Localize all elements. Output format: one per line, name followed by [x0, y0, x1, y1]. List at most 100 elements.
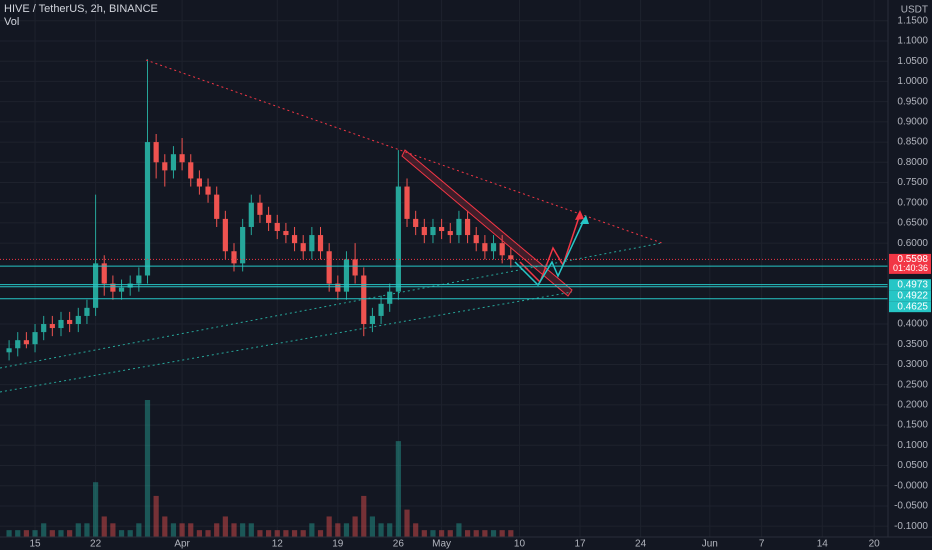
- candle-body: [75, 315, 81, 325]
- arrow-head: [580, 215, 589, 224]
- volume-bar: [136, 523, 142, 537]
- volume-bar: [439, 530, 445, 537]
- y-tick-label: 0.6500: [897, 218, 928, 229]
- candle-body: [378, 303, 384, 316]
- candle-body: [84, 307, 90, 316]
- candle-body: [473, 235, 479, 244]
- volume-bar: [482, 530, 488, 537]
- volume-bar: [248, 523, 254, 537]
- volume-bar: [32, 530, 38, 537]
- candle-body: [317, 235, 324, 252]
- volume-pane: [6, 400, 514, 537]
- volume-bar: [49, 530, 55, 537]
- x-tick-label: Apr: [174, 539, 190, 550]
- candle-body: [153, 142, 159, 163]
- candle-body: [222, 218, 228, 252]
- x-tick-label: 26: [393, 539, 405, 550]
- y-tick-label: 1.0000: [897, 76, 928, 87]
- level-label: 0.4922: [897, 290, 928, 301]
- candle-body: [136, 275, 142, 284]
- candle-body: [499, 243, 505, 256]
- last-price-box: [889, 253, 931, 274]
- candle-body: [447, 231, 453, 236]
- candle-body: [490, 243, 497, 252]
- volume-bar: [430, 530, 436, 537]
- volume-bar: [188, 523, 194, 537]
- candle-body: [439, 226, 445, 232]
- x-tick-label: 14: [817, 539, 829, 550]
- candle-body: [49, 324, 55, 329]
- level-label-box: [889, 301, 931, 313]
- y-tick-label: -0.0000: [894, 480, 928, 491]
- volume-bar: [473, 530, 479, 537]
- candle-body: [214, 194, 220, 219]
- volume-bar: [58, 530, 64, 537]
- axes: 1.1500 1.1000 1.0500 1.0000 0.9500 0.9000 0.85…: [29, 15, 931, 550]
- y-tick-label: 1.0500: [897, 56, 928, 67]
- volume-bar: [508, 530, 514, 537]
- down-channel: [401, 149, 573, 297]
- volume-bar: [214, 523, 220, 537]
- volume-bar: [101, 516, 107, 537]
- candle-body: [248, 202, 254, 227]
- volume-bar: [378, 523, 384, 537]
- candle-body: [369, 315, 376, 325]
- drawings: [0, 59, 663, 393]
- candle-body: [15, 340, 21, 349]
- candle-body: [92, 263, 99, 308]
- volume-bar: [387, 523, 393, 537]
- candle-body: [508, 255, 514, 260]
- y-tick-label: 0.8500: [897, 137, 928, 148]
- candle-body: [41, 324, 47, 333]
- candle-body: [266, 214, 272, 223]
- candle-body: [32, 332, 38, 345]
- volume-bar: [6, 530, 12, 537]
- y-tick-label: -0.0500: [894, 501, 928, 512]
- volume-bar: [309, 523, 315, 537]
- level-label: 0.4973: [897, 279, 928, 290]
- volume-bar: [361, 495, 367, 537]
- volume-bar: [222, 516, 228, 537]
- x-tick-label: Jun: [702, 539, 718, 550]
- volume-bar: [41, 523, 47, 537]
- x-tick-label: 12: [272, 539, 284, 550]
- y-tick-label: 0.3500: [897, 339, 928, 350]
- volume-bar: [170, 523, 177, 537]
- candle-body: [58, 319, 64, 329]
- volume-bar: [110, 523, 116, 537]
- level-label: 0.4625: [897, 301, 928, 312]
- bull-arrow: [519, 213, 581, 284]
- bull-arrow: [514, 219, 585, 287]
- volume-bar: [326, 516, 332, 537]
- volume-bar: [404, 509, 410, 537]
- volume-bar: [205, 530, 211, 537]
- y-tick-label: 0.4000: [897, 319, 928, 330]
- volume-bar: [179, 523, 185, 537]
- candle-body: [404, 186, 410, 219]
- volume-bar: [92, 482, 99, 537]
- candle-body: [179, 154, 185, 163]
- y-tick-label: 0.1500: [897, 420, 928, 431]
- volume-bar: [231, 523, 237, 537]
- candle-body: [274, 222, 280, 232]
- volume-bar: [300, 530, 306, 537]
- arrow-head: [575, 210, 584, 220]
- volume-bar: [343, 523, 350, 537]
- candle-body: [482, 243, 488, 252]
- candle-body: [196, 178, 202, 187]
- volume-bar: [162, 516, 168, 537]
- volume-bar: [369, 516, 376, 537]
- candle-body: [170, 154, 177, 171]
- candle-body: [110, 283, 116, 292]
- candle-body: [300, 243, 306, 252]
- candle-body: [352, 259, 358, 276]
- candle-body: [101, 263, 107, 284]
- candle-body: [6, 348, 12, 353]
- volume-bar: [499, 530, 505, 537]
- support-line: [0, 291, 573, 393]
- x-tick-label: 19: [332, 539, 344, 550]
- volume-bar: [490, 530, 497, 537]
- volume-bar: [75, 523, 81, 537]
